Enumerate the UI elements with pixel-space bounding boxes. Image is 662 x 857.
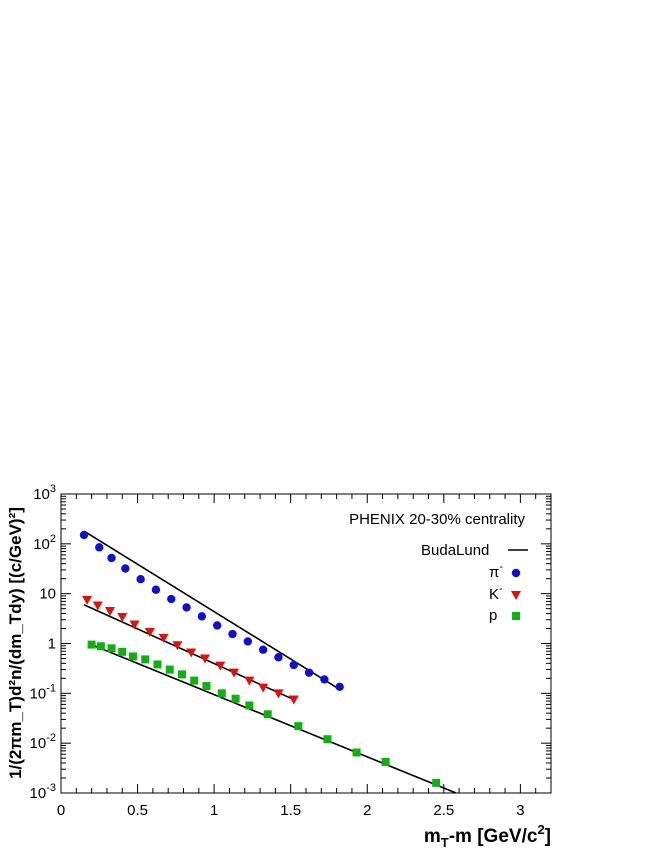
data-point <box>304 668 314 677</box>
data-point <box>128 652 137 661</box>
data-point <box>229 668 240 678</box>
data-point <box>245 701 254 710</box>
data-points <box>79 530 441 787</box>
data-point <box>228 629 237 639</box>
x-axis-title-sub: T <box>441 835 449 850</box>
legend-marker <box>511 591 521 600</box>
data-point <box>381 757 390 766</box>
data-point <box>263 710 272 719</box>
y-tick-label: 102 <box>33 533 56 553</box>
x-tick-label: 0 <box>57 802 65 819</box>
data-point <box>96 642 105 651</box>
data-point <box>87 640 96 649</box>
data-point <box>352 748 361 757</box>
x-axis-title-sup: 2 <box>537 822 544 837</box>
data-point <box>121 564 130 573</box>
y-tick-label: 10-3 <box>30 782 56 802</box>
data-point <box>117 613 128 623</box>
x-axis-title-main: m <box>424 826 441 847</box>
data-point <box>95 543 104 552</box>
data-point <box>244 676 255 686</box>
data-point <box>243 637 253 646</box>
x-tick-label: 1 <box>210 802 218 819</box>
data-point <box>107 644 116 653</box>
x-axis-title: mT-m [GeV/c2] <box>424 822 551 850</box>
x-tick-label: 2 <box>363 802 371 819</box>
chart-annotation: PHENIX 20-30% centrality <box>349 511 525 528</box>
data-point <box>215 661 226 671</box>
data-point <box>79 530 89 540</box>
data-point <box>258 683 269 693</box>
legend-marker <box>511 568 521 578</box>
y-axis-title: 1/(2πm_T)d²n/(dm_Tdy) [(c/GeV)²] <box>6 507 25 779</box>
data-point <box>202 682 211 691</box>
x-axis-title-rest: -m [GeV/c <box>449 826 538 847</box>
x-tick-label: 0.5 <box>127 802 148 819</box>
data-point <box>144 628 155 638</box>
data-point <box>212 621 222 630</box>
data-point <box>294 722 303 731</box>
legend-label: K- <box>489 583 503 603</box>
data-point <box>172 641 183 651</box>
data-point <box>177 670 186 679</box>
data-point <box>151 585 161 594</box>
data-point <box>136 575 145 584</box>
data-point <box>335 682 344 692</box>
legend-label: p <box>489 607 497 624</box>
data-point <box>289 660 298 670</box>
data-point <box>197 612 207 621</box>
data-point <box>323 735 332 744</box>
data-point <box>199 654 210 664</box>
data-point <box>273 689 284 699</box>
legend-marker <box>512 612 520 620</box>
y-tick-label: 10-2 <box>30 732 56 752</box>
data-point <box>432 778 441 787</box>
data-point <box>165 665 174 674</box>
x-tick-label: 3 <box>516 802 524 819</box>
legend-label: π- <box>489 561 503 581</box>
data-point <box>158 633 169 643</box>
data-point <box>167 594 176 604</box>
data-point <box>105 606 115 616</box>
data-point <box>92 601 103 611</box>
data-point <box>320 675 329 684</box>
y-tick-label: 1 <box>48 636 56 653</box>
x-axis-title-close: ] <box>545 826 551 847</box>
data-point <box>190 676 199 685</box>
data-point <box>118 647 127 656</box>
y-tick-label: 103 <box>33 483 56 503</box>
axis-ticks: 0 0.5 1 1.5 2 2.5 3 10-3 10-2 10-1 1 10 102 103 <box>30 483 552 819</box>
y-tick-label: 10 <box>39 586 56 603</box>
data-point <box>107 553 116 563</box>
data-point <box>288 695 299 705</box>
data-point <box>129 620 140 630</box>
fit-line <box>88 642 457 794</box>
data-point <box>274 653 283 662</box>
y-tick-label: 10-1 <box>30 682 56 702</box>
data-point <box>82 595 93 605</box>
data-point <box>182 603 191 612</box>
legend-label: BudaLund <box>421 542 489 559</box>
data-point <box>153 660 162 669</box>
data-point <box>231 694 240 703</box>
data-point <box>141 655 150 664</box>
data-point <box>217 689 226 698</box>
x-tick-label: 2.5 <box>433 802 454 819</box>
x-tick-label: 1.5 <box>280 802 301 819</box>
data-point <box>186 648 197 658</box>
data-point <box>258 645 268 654</box>
